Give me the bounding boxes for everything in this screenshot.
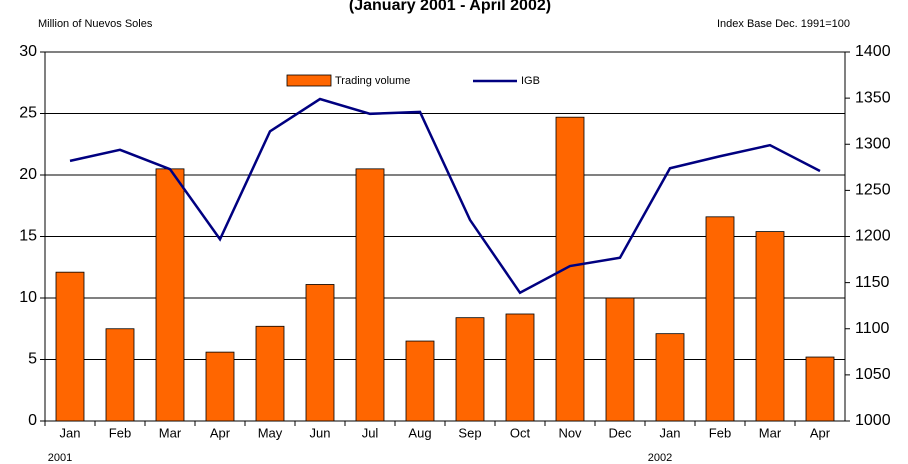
bar <box>155 168 185 422</box>
y2-tick-label: 1100 <box>855 320 890 337</box>
x-tick-label: Apr <box>210 425 231 440</box>
bar <box>355 168 385 422</box>
bar <box>705 216 735 422</box>
bar <box>455 317 485 422</box>
x-tick-label: Feb <box>709 425 731 440</box>
y-tick-label: 20 <box>19 166 37 183</box>
legend-label: Trading volume <box>335 75 410 87</box>
y2-tick-label: 1150 <box>855 274 890 291</box>
x-tick-label: May <box>258 425 283 440</box>
line <box>69 97 821 295</box>
y-tick-label: 25 <box>19 105 37 122</box>
chart-title: (January 2001 - April 2002) <box>349 0 551 14</box>
x-tick-label: Sep <box>458 425 481 440</box>
bar <box>205 351 235 422</box>
y-axis-label: Million of Nuevos Soles <box>38 18 153 30</box>
y2-tick-label: 1350 <box>855 89 891 106</box>
legend-label: IGB <box>521 75 540 87</box>
y2-axis-label: Index Base Dec. 1991=100 <box>717 18 850 30</box>
bar <box>405 340 435 422</box>
x-tick-label: Jan <box>660 425 681 440</box>
bar <box>255 325 285 422</box>
y2-tick-label: 1400 <box>855 43 891 60</box>
bar <box>755 231 785 422</box>
y-tick-label: 30 <box>19 43 37 60</box>
y2-tick-label: 1200 <box>855 228 891 245</box>
bar <box>655 333 685 422</box>
x-tick-label: Jul <box>362 425 379 440</box>
bar <box>105 328 135 422</box>
x-tick-label: Jan <box>60 425 81 440</box>
x-tick-label: Mar <box>159 425 182 440</box>
y-tick-label: 5 <box>28 351 37 368</box>
x-tick-label: Dec <box>608 425 632 440</box>
bar <box>55 271 85 422</box>
bar <box>805 356 835 422</box>
legend-swatch <box>286 74 332 87</box>
bar <box>305 284 335 422</box>
bar <box>605 297 635 422</box>
y-tick-label: 15 <box>19 228 37 245</box>
x-tick-label: Mar <box>759 425 782 440</box>
x-tick-label: Nov <box>558 425 582 440</box>
x-tick-label: Oct <box>510 425 531 440</box>
x-group-label: 2002 <box>648 452 672 464</box>
y2-tick-label: 1050 <box>855 366 891 383</box>
bar <box>555 116 585 422</box>
y-tick-label: 10 <box>19 289 37 306</box>
y2-tick-label: 1300 <box>855 135 891 152</box>
x-group-label: 2001 <box>48 452 72 464</box>
y-tick-label: 0 <box>28 412 37 429</box>
x-tick-label: Apr <box>810 425 831 440</box>
x-tick-label: Feb <box>109 425 131 440</box>
y2-tick-label: 1250 <box>855 182 891 199</box>
x-tick-label: Jun <box>310 425 331 440</box>
bar <box>505 313 535 422</box>
x-tick-label: Aug <box>408 425 431 440</box>
y2-tick-label: 1000 <box>855 412 891 429</box>
